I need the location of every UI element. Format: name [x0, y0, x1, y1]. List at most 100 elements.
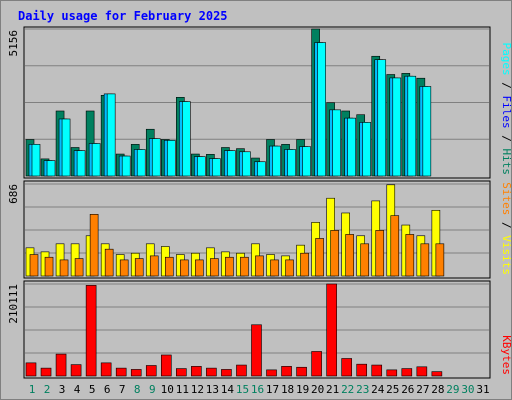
series-labels: Sites / Visits — [500, 182, 512, 275]
bar-kbytes-day-25 — [386, 369, 398, 377]
bar-sites-day-21 — [330, 230, 339, 277]
day-tick-6: 6 — [104, 383, 111, 396]
bar-sites-day-23 — [360, 243, 370, 277]
bar-sites-day-12 — [195, 259, 204, 277]
bar-sites-day-11 — [180, 259, 189, 277]
bar-sites-day-15 — [240, 256, 249, 277]
bar-pages-day-9 — [151, 138, 161, 177]
day-tick-20: 20 — [311, 383, 324, 396]
bar-sites-day-22 — [345, 234, 354, 277]
bar-sites-day-9 — [149, 255, 159, 277]
bar-pages-day-2 — [46, 160, 56, 177]
day-tick-1: 1 — [29, 383, 36, 396]
bar-pages-day-27 — [422, 86, 432, 177]
bar-pages-day-10 — [166, 140, 176, 177]
bar-kbytes-day-3 — [55, 353, 67, 377]
bar-sites-day-10 — [164, 256, 174, 277]
bar-kbytes-day-19 — [296, 366, 307, 377]
day-tick-18: 18 — [281, 383, 294, 396]
panel-hits-files-pages: 5156 Pages / Files / Hits — [7, 26, 512, 179]
bar-sites-day-5 — [89, 214, 99, 277]
bar-kbytes-day-2 — [40, 367, 52, 377]
bar-kbytes-day-20 — [311, 351, 322, 377]
bar-kbytes-day-11 — [176, 368, 187, 377]
bar-pages-day-13 — [212, 158, 221, 177]
bar-sites-day-3 — [59, 259, 69, 277]
day-tick-16: 16 — [251, 383, 264, 396]
day-tick-28: 28 — [431, 383, 444, 396]
bar-kbytes-day-10 — [160, 354, 172, 377]
bar-sites-day-2 — [44, 256, 54, 277]
chart-panels: 5156 Pages / Files / Hits 686 Sites / Visit… — [7, 26, 512, 379]
bar-pages-day-19 — [302, 146, 311, 177]
bar-kbytes-day-12 — [191, 366, 202, 377]
bar-pages-day-24 — [377, 59, 387, 177]
ymax-label: 5156 — [7, 30, 20, 57]
ymax-label: 686 — [7, 184, 20, 204]
bar-pages-day-11 — [182, 101, 191, 177]
day-tick-15: 15 — [236, 383, 249, 396]
bar-kbytes-day-24 — [371, 364, 383, 377]
bar-kbytes-day-4 — [70, 364, 82, 377]
bar-kbytes-day-13 — [206, 367, 217, 377]
bar-pages-day-18 — [287, 149, 296, 177]
series-label-files: Files — [500, 96, 512, 129]
day-tick-7: 7 — [119, 383, 126, 396]
bar-pages-day-12 — [197, 156, 206, 177]
day-tick-23: 23 — [356, 383, 369, 396]
day-axis: 1 2 3 4 5 6 7 8 9 10 11 12 13 14 15 16 17 18 19 20 21 22 23 24 2… — [29, 383, 490, 396]
bar-pages-day-3 — [61, 118, 71, 177]
day-tick-26: 26 — [401, 383, 414, 396]
bar-pages-day-16 — [257, 161, 266, 177]
bar-kbytes-day-26 — [401, 368, 413, 377]
bar-pages-day-22 — [347, 117, 356, 177]
bar-sites-day-17 — [270, 259, 279, 277]
day-tick-8: 8 — [134, 383, 141, 396]
day-tick-14: 14 — [221, 383, 235, 396]
chart-title: Daily usage for February 2025 — [18, 9, 228, 23]
day-tick-3: 3 — [59, 383, 66, 396]
day-tick-5: 5 — [89, 383, 96, 396]
bar-pages-day-4 — [76, 150, 86, 177]
bar-pages-day-25 — [392, 77, 402, 177]
series-labels: Pages / Files / Hits — [500, 43, 512, 176]
bar-pages-day-15 — [242, 151, 251, 177]
day-tick-13: 13 — [206, 383, 219, 396]
bar-kbytes-day-21 — [326, 283, 337, 377]
day-tick-11: 11 — [176, 383, 189, 396]
day-tick-9: 9 — [149, 383, 156, 396]
bar-kbytes-day-8 — [130, 369, 142, 377]
day-tick-25: 25 — [386, 383, 399, 396]
series-label-sites: Sites — [500, 182, 512, 215]
bar-kbytes-day-18 — [281, 366, 292, 377]
bar-sites-day-8 — [134, 258, 144, 277]
bar-sites-day-27 — [420, 243, 430, 277]
day-tick-30: 30 — [461, 383, 474, 396]
bar-kbytes-day-16 — [251, 324, 262, 377]
bar-sites-day-24 — [375, 230, 385, 277]
bar-sites-day-18 — [285, 259, 294, 277]
day-tick-10: 10 — [161, 383, 174, 396]
bar-pages-day-7 — [121, 155, 131, 177]
panel-visits-sites: 686 Sites / Visits — [7, 180, 512, 279]
bar-kbytes-day-22 — [341, 358, 352, 377]
bar-kbytes-day-28 — [431, 371, 443, 377]
bar-kbytes-day-6 — [100, 362, 112, 377]
bar-kbytes-day-23 — [356, 363, 368, 377]
day-tick-31: 31 — [476, 383, 489, 396]
bar-kbytes-day-7 — [115, 367, 127, 377]
bar-sites-day-20 — [315, 238, 324, 277]
bar-sites-day-28 — [435, 243, 445, 277]
day-tick-27: 27 — [416, 383, 429, 396]
bar-pages-day-14 — [227, 150, 236, 177]
series-label-pages: Pages — [500, 43, 512, 76]
bar-pages-day-8 — [136, 149, 146, 177]
bar-sites-day-14 — [225, 256, 234, 277]
bar-pages-day-1 — [31, 144, 41, 177]
bar-kbytes-day-15 — [236, 364, 247, 377]
bar-pages-day-26 — [407, 75, 417, 177]
bar-kbytes-day-14 — [221, 369, 232, 377]
bar-kbytes-day-27 — [416, 366, 428, 377]
series-labels: KBytes — [500, 335, 512, 375]
